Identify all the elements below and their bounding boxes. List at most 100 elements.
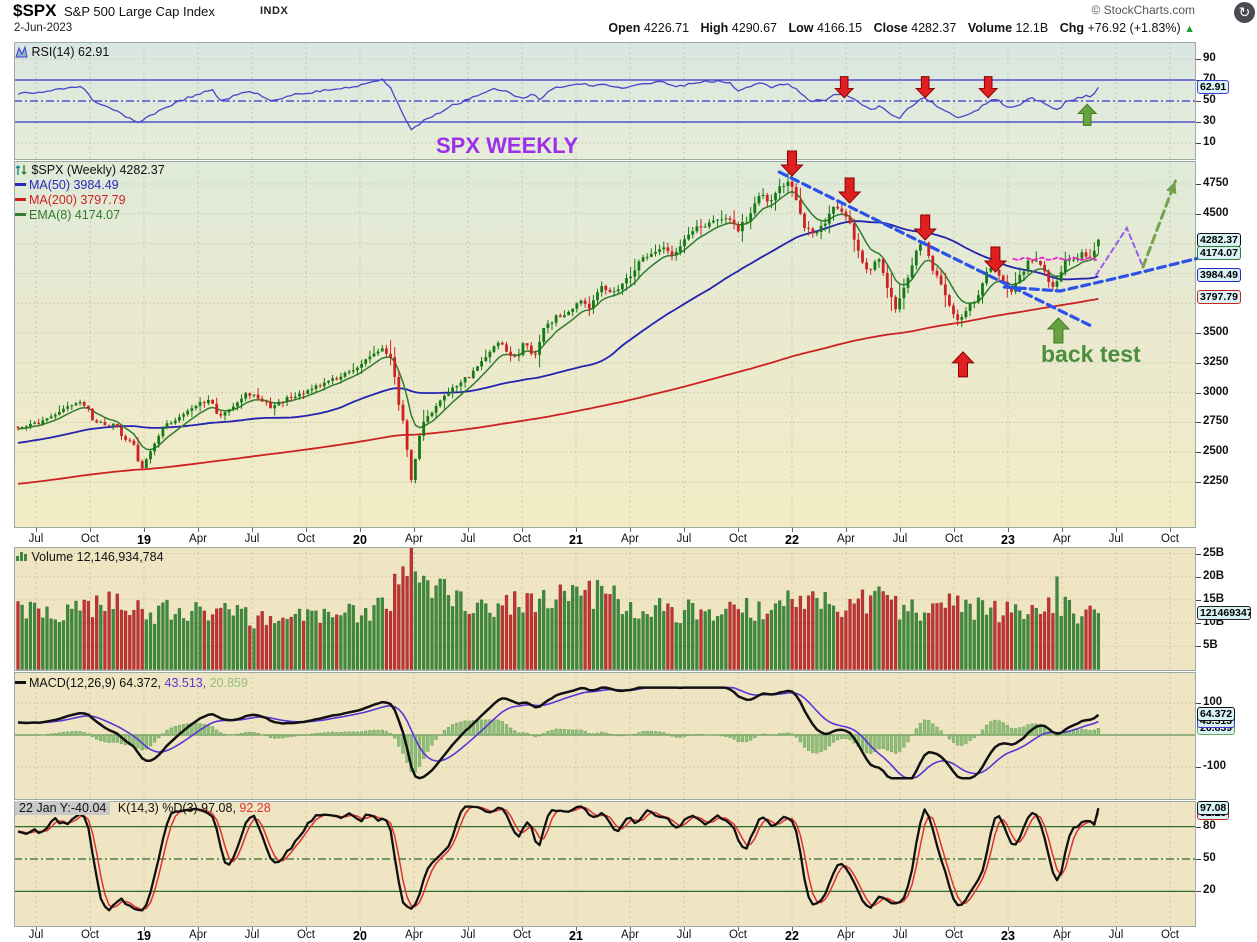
value-bubble: 4174.07 — [1197, 245, 1241, 260]
green-arrow-up-icon — [1046, 317, 1071, 344]
x-axis-label: Apr — [837, 533, 855, 545]
refresh-icon[interactable]: ↻ — [1234, 2, 1255, 23]
x-axis-label: Apr — [189, 929, 207, 941]
x-axis-label: Jul — [892, 533, 908, 545]
x-axis-label: 20 — [353, 533, 367, 547]
red-arrow-down-icon — [780, 150, 804, 177]
high-value: 4290.67 — [731, 21, 777, 35]
x-axis-tick-mark — [954, 528, 955, 532]
x-axis-tick-mark — [738, 528, 739, 532]
x-axis-tick-mark — [846, 528, 847, 532]
ma200-label: MA(200) 3797.79 — [29, 193, 126, 207]
axis-tick-label: 30 — [1203, 115, 1216, 127]
x-axis-label: 23 — [1001, 533, 1015, 547]
x-axis-label: Jul — [460, 929, 476, 941]
axis-tick-label: 5B — [1203, 639, 1218, 652]
x-axis-tick-mark — [468, 927, 469, 931]
annotation-text: SPX WEEKLY — [436, 133, 579, 158]
axis-tick-mark — [1196, 646, 1201, 648]
x-axis-tick-mark — [144, 528, 145, 532]
axis-tick-mark — [1196, 826, 1201, 828]
x-axis-tick-mark — [900, 528, 901, 532]
x-axis-tick-mark — [360, 528, 361, 532]
x-axis-label: Oct — [729, 533, 747, 545]
x-axis-label: Apr — [405, 533, 423, 545]
axis-tick-label: 3250 — [1203, 355, 1229, 368]
x-axis-label: Jul — [1108, 533, 1124, 545]
axis-tick-label: 25B — [1203, 546, 1225, 559]
x-axis-label: 19 — [137, 929, 151, 942]
x-axis-label: Oct — [729, 929, 747, 941]
axis-tick-mark — [1196, 122, 1201, 123]
chg-up-triangle-icon: ▲ — [1184, 23, 1195, 35]
x-axis-tick-mark — [1170, 528, 1171, 532]
red-arrow-down-icon — [837, 177, 862, 204]
green-arrow-up-icon — [1077, 103, 1098, 126]
x-axis-tick-mark — [1062, 927, 1063, 931]
axis-tick-label: 80 — [1203, 819, 1216, 832]
x-axis-tick-mark — [576, 528, 577, 532]
red-arrow-down-icon — [983, 246, 1008, 273]
axis-tick-mark — [1196, 213, 1201, 215]
rsi-label: RSI(14) 62.91 — [31, 45, 110, 59]
close-label: Close — [873, 21, 908, 35]
x-axis-tick-mark — [252, 927, 253, 931]
x-axis-label: Oct — [297, 533, 315, 545]
x-axis-tick-mark — [738, 927, 739, 931]
x-axis-label: Oct — [1161, 533, 1179, 545]
x-axis-tick-mark — [630, 528, 631, 532]
x-axis-label: 23 — [1001, 929, 1015, 942]
axis-tick-label: 90 — [1203, 52, 1216, 64]
rsi-legend: RSI(14) 62.91 — [15, 45, 109, 59]
x-axis-tick-mark — [414, 528, 415, 532]
x-axis-label: Jul — [244, 929, 260, 941]
volume-label: Volume — [967, 21, 1013, 35]
red-arrow-up-icon — [951, 351, 975, 378]
stoch-legend: 22 Jan Y:-40.04 K(14,3) %D(3) 97.08, 92.… — [15, 801, 271, 815]
x-axis-label: Jul — [892, 929, 908, 941]
axis-tick-label: 2500 — [1203, 445, 1229, 458]
axis-tick-label: 15B — [1203, 592, 1225, 605]
axis-tick-label: 20 — [1203, 884, 1216, 897]
x-axis-tick-mark — [360, 927, 361, 931]
x-axis-label: 22 — [785, 929, 799, 942]
axis-tick-label: 100 — [1203, 696, 1223, 708]
axis-tick-mark — [1196, 891, 1201, 893]
x-axis-label: Apr — [621, 929, 639, 941]
x-axis-tick-mark — [846, 927, 847, 931]
value-bubble: 12146934784 — [1197, 606, 1251, 621]
open-value: 4226.71 — [643, 21, 690, 35]
value-bubble: 3797.79 — [1197, 290, 1241, 305]
x-axis-tick-mark — [900, 927, 901, 931]
red-arrow-down-icon — [834, 76, 855, 99]
x-axis-label: Apr — [189, 533, 207, 545]
axis-tick-label: 3500 — [1203, 325, 1229, 338]
axis-tick-mark — [1196, 859, 1201, 860]
value-bubble: 3984.49 — [1197, 268, 1241, 283]
x-axis-tick-mark — [306, 528, 307, 532]
axis-tick-label: 4500 — [1203, 206, 1229, 219]
x-axis-tick-mark — [414, 927, 415, 931]
x-axis-label: Oct — [297, 929, 315, 941]
axis-tick-mark — [1196, 143, 1201, 144]
value-bubble: 62.91 — [1197, 80, 1230, 95]
x-axis-tick-mark — [954, 927, 955, 931]
volume-bars-icon — [16, 552, 27, 561]
x-axis-label: 20 — [353, 929, 367, 942]
x-axis-label: Jul — [460, 533, 476, 545]
annotation-text: back test — [1041, 341, 1141, 367]
value-bubble: 4282.37 — [1197, 232, 1241, 247]
x-axis-tick-mark — [684, 528, 685, 532]
x-axis-label: Apr — [837, 929, 855, 941]
x-axis-tick-mark — [1008, 528, 1009, 532]
x-axis-label: 21 — [569, 929, 583, 942]
macd-swatch — [15, 681, 26, 685]
macd-label: MACD(12,26,9) 64.372, — [29, 676, 162, 690]
x-axis-label: Apr — [621, 533, 639, 545]
ma50-label: MA(50) 3984.49 — [29, 178, 119, 192]
x-axis-label: Oct — [81, 533, 99, 545]
x-axis-tick-mark — [306, 927, 307, 931]
value-bubble: 64.372 — [1197, 707, 1236, 722]
axis-tick-mark — [1196, 703, 1201, 704]
x-axis-label: Oct — [81, 929, 99, 941]
